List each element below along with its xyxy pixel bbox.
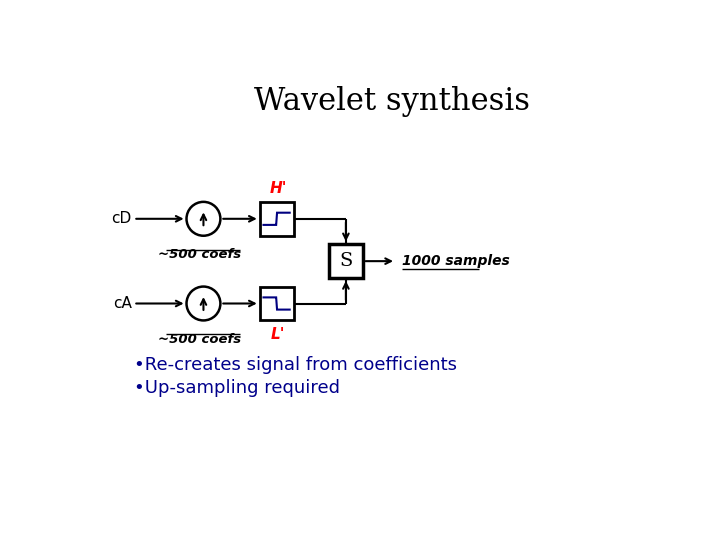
Text: cA: cA	[113, 296, 132, 311]
Text: 1000 samples: 1000 samples	[402, 254, 510, 268]
Text: L': L'	[271, 327, 285, 342]
Text: H': H'	[269, 181, 287, 195]
Bar	[260, 287, 294, 320]
Text: cD: cD	[112, 211, 132, 226]
Bar	[329, 244, 363, 278]
Text: S: S	[339, 252, 353, 270]
Text: •Re-creates signal from coefficients: •Re-creates signal from coefficients	[134, 356, 457, 374]
Text: ~500 coefs: ~500 coefs	[158, 248, 241, 261]
Text: •Up-sampling required: •Up-sampling required	[134, 379, 340, 397]
Text: Wavelet synthesis: Wavelet synthesis	[254, 86, 530, 117]
Text: ~500 coefs: ~500 coefs	[158, 333, 241, 346]
Bar	[260, 202, 294, 236]
